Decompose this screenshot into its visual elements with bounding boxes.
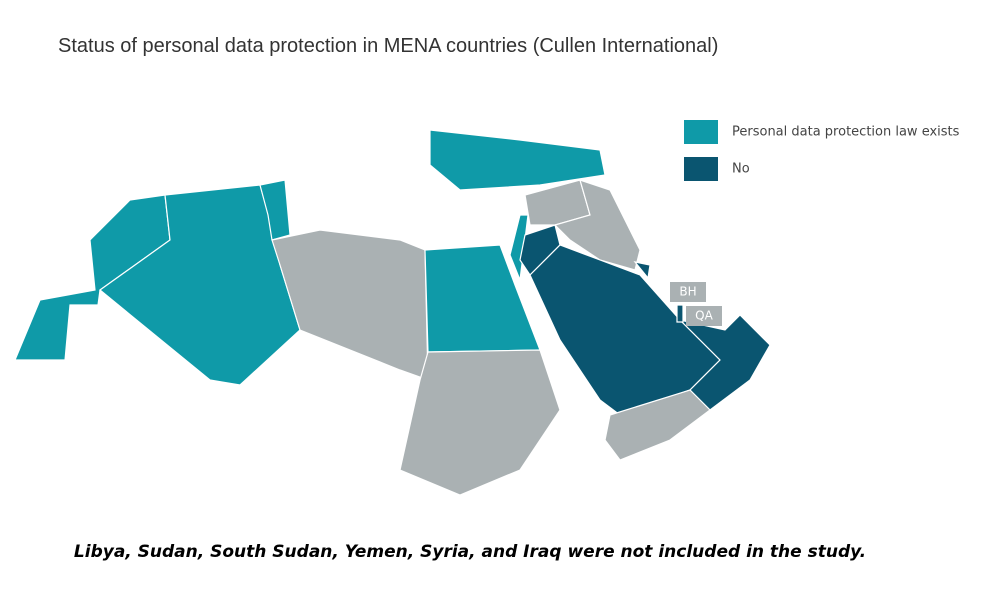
- qa-label-box: [686, 306, 722, 326]
- legend-label: No: [732, 162, 750, 177]
- legend-swatch: [684, 120, 718, 144]
- turkey: [429, 129, 606, 191]
- uae-oman: [678, 314, 771, 411]
- bh-label-box: [670, 282, 706, 302]
- lebanon-israel: [509, 214, 529, 281]
- sudan: [399, 349, 561, 496]
- map-label: QA: [695, 309, 713, 323]
- tunisia: [259, 179, 291, 241]
- kuwait: [633, 261, 651, 280]
- qatar: [676, 304, 684, 323]
- map: BH QA: [14, 129, 771, 496]
- yemen: [604, 389, 711, 461]
- libya: [271, 229, 429, 381]
- footnote: Libya, Sudan, South Sudan, Yemen, Syria,…: [74, 542, 866, 562]
- egypt: [424, 244, 541, 353]
- legend-label: Personal data protection law exists: [732, 125, 960, 140]
- map-label: BH: [679, 285, 696, 299]
- legend: Personal data protection law exists No: [684, 120, 960, 181]
- legend-swatch: [684, 157, 718, 181]
- map-title: Status of personal data protection in ME…: [58, 35, 718, 57]
